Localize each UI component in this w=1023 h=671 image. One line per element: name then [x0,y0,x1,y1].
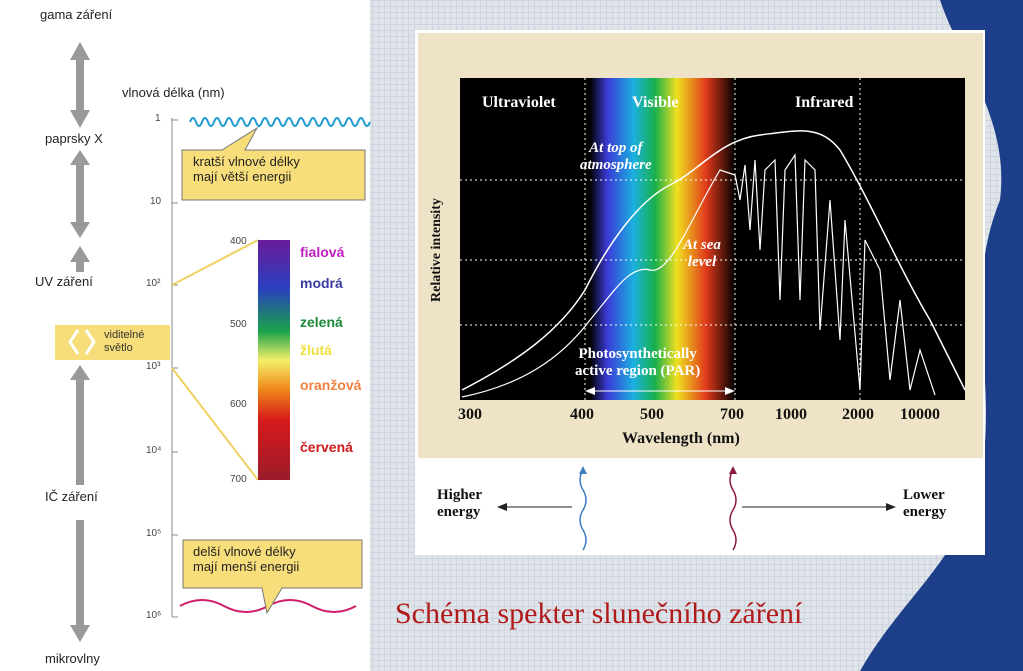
nm-label: 700 [230,474,247,485]
callout: kratší vlnové délky mají větší energii [193,154,300,184]
scale-label: 10² [146,278,161,289]
region-label: Infrared [795,94,854,111]
nm-label: 400 [230,236,247,247]
band-label: mikrovlny [45,651,100,666]
scale-label: 10⁶ [146,610,162,621]
x-tick-label: 400 [570,406,594,423]
color-name: zelená [300,314,343,330]
x-tick-label: 1000 [775,406,807,423]
color-name: fialová [300,244,345,260]
color-name: žlutá [300,342,332,358]
band-label: gama záření [40,7,113,22]
band-label: viditelné světlo [104,329,145,354]
x-tick-label: 700 [720,406,744,423]
y-axis-label: Relative intensity [428,198,444,302]
region-label: Visible [632,94,679,111]
x-tick-label: 10000 [900,406,940,423]
x-tick-label: 300 [458,406,482,423]
band-label: UV záření [35,274,93,289]
color-name: oranžová [300,377,362,393]
curve-label: At top of atmosphere [580,140,652,174]
axis-title: vlnová délka (nm) [122,85,225,100]
nm-label: 500 [230,319,247,330]
energy-label: Lower energy [903,487,947,521]
caption: Schéma spekter slunečního záření [395,597,803,630]
color-name: červená [300,439,353,455]
scale-label: 10⁴ [146,445,162,456]
energy-label: Higher energy [437,487,482,521]
band-label: paprsky X [45,131,103,146]
scale-label: 1 [155,113,161,124]
band-label: IČ záření [45,489,98,504]
x-axis-label: Wavelength (nm) [622,430,740,447]
scale-label: 10³ [146,361,161,372]
scale-label: 10⁵ [146,528,162,539]
x-tick-label: 500 [640,406,664,423]
par-label: Photosynthetically active region (PAR) [575,346,701,380]
color-name: modrá [300,275,343,291]
region-label: Ultraviolet [482,94,556,111]
x-tick-label: 2000 [842,406,874,423]
callout: delší vlnové délky mají menší energii [193,544,300,574]
nm-label: 600 [230,399,247,410]
scale-label: 10 [150,196,162,207]
curve-label: At sea level [683,237,721,271]
